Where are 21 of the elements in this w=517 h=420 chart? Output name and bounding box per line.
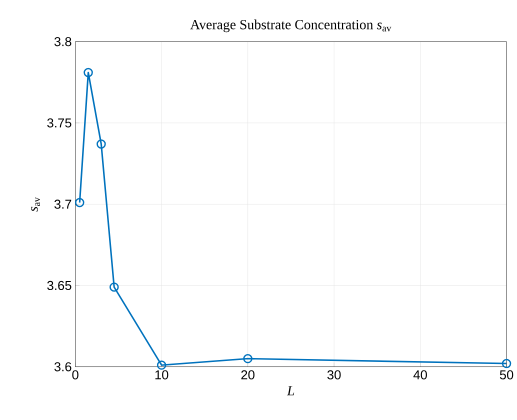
x-tick-label: 0 — [72, 370, 78, 380]
point — [84, 68, 93, 78]
y-axis-title: s$_{av}$ — [31, 197, 40, 212]
point — [109, 282, 119, 292]
x-tick-label: 40 — [413, 370, 427, 380]
point — [74, 198, 84, 208]
x-tick-label: 50 — [500, 370, 514, 380]
point — [156, 360, 166, 370]
y-tick-label: 3.65 — [47, 280, 72, 290]
x-axis-title: L — [286, 386, 294, 396]
y-tick-label: 3.8 — [54, 36, 72, 46]
y-tick-label: 3.6 — [54, 362, 72, 372]
chart-title: Average Substrate Concentration s$_{av}$ — [190, 19, 392, 32]
point — [502, 358, 512, 368]
x-tick-label: 20 — [241, 370, 254, 380]
y-tick-label: 3.75 — [47, 118, 72, 128]
point — [243, 354, 252, 364]
x-tick-label: 30 — [327, 370, 341, 380]
x-tick-label: 10 — [155, 370, 168, 380]
point — [96, 139, 106, 149]
y-tick-label: 3.7 — [54, 199, 72, 209]
